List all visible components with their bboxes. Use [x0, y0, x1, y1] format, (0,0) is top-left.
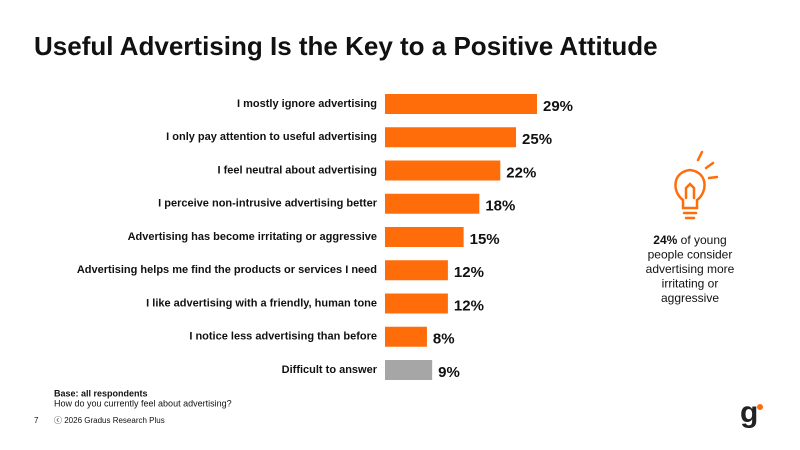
bar: [385, 293, 448, 314]
value-label: 8%: [433, 331, 455, 348]
category-label: I notice less advertising than before: [189, 331, 377, 343]
question-note: How do you currently feel about advertis…: [54, 398, 232, 408]
copyright: ⓒ 2026 Gradus Research Plus: [54, 416, 165, 425]
bar: [385, 193, 480, 214]
callout-line: people consider: [648, 248, 733, 262]
value-label: 12%: [454, 297, 484, 314]
value-label: 18%: [485, 198, 515, 215]
logo-dot: [757, 404, 763, 410]
category-label: Advertising helps me find the products o…: [77, 264, 377, 276]
logo: g: [740, 396, 758, 429]
bar: [385, 326, 427, 347]
callout-line: 24% of young: [653, 233, 726, 247]
base-note: Base: all respondents: [54, 388, 148, 398]
callout-highlight: 24%: [653, 233, 677, 247]
category-label: I perceive non-intrusive advertising bet…: [158, 198, 378, 210]
bar: [385, 360, 433, 380]
bar: [385, 127, 517, 148]
bar: [385, 160, 501, 181]
category-label: Advertising has become irritating or agg…: [128, 231, 377, 243]
value-label: 25%: [522, 131, 552, 148]
chart-title: Useful Advertising Is the Key to a Posit…: [34, 31, 658, 61]
bar: [385, 94, 537, 114]
callout-line: irritating or: [662, 277, 719, 291]
value-label: 12%: [454, 264, 484, 281]
category-label: I like advertising with a friendly, huma…: [146, 297, 377, 309]
category-label: Difficult to answer: [282, 364, 378, 376]
value-label: 9%: [438, 364, 460, 381]
callout-line: aggressive: [661, 291, 719, 305]
category-label: I mostly ignore advertising: [237, 98, 377, 110]
value-label: 22%: [506, 164, 536, 181]
lightbulb-icon: [674, 150, 719, 220]
page-number: 7: [34, 416, 39, 425]
bar: [385, 260, 448, 281]
callout-text: of young: [681, 233, 727, 247]
value-label: 15%: [470, 231, 500, 248]
category-label: I feel neutral about advertising: [217, 164, 377, 176]
bar: [385, 227, 464, 247]
category-label: I only pay attention to useful advertisi…: [166, 131, 377, 143]
value-label: 29%: [543, 98, 573, 115]
callout-line: advertising more: [646, 262, 735, 276]
